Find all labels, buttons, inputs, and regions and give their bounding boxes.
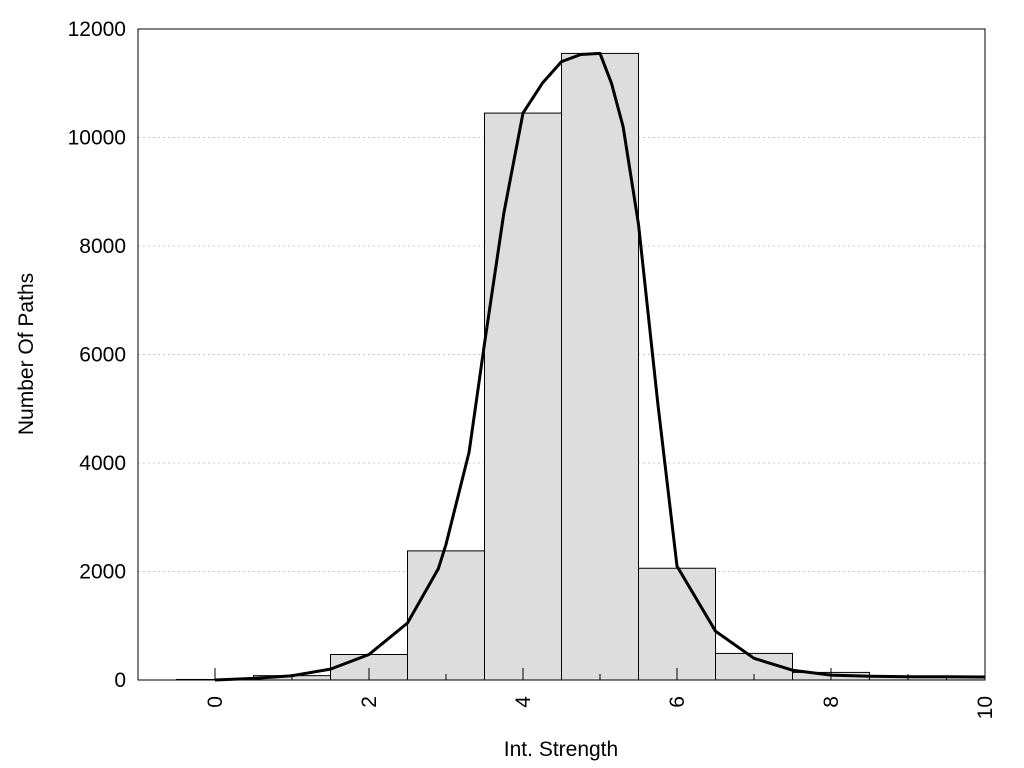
axis-ticks <box>137 668 986 680</box>
y-tick-label: 8000 <box>79 235 126 258</box>
density-curve <box>214 51 986 682</box>
y-tick-label: 0 <box>114 669 126 692</box>
x-tick-label: 2 <box>358 696 381 708</box>
x-axis-title: Int. Strength <box>504 738 618 761</box>
x-tick-labels: 0 2 4 6 8 10 <box>204 696 997 720</box>
y-tick-label: 12000 <box>68 18 126 41</box>
x-tick-label: 4 <box>512 696 535 708</box>
x-tick-label: 8 <box>820 696 843 708</box>
bar-3 <box>407 550 485 681</box>
bar-6 <box>638 567 716 681</box>
y-axis-title: Number Of Paths <box>15 273 38 435</box>
x-tick-label: 6 <box>666 696 689 708</box>
bar-4 <box>484 112 562 681</box>
grid-lines <box>138 137 985 572</box>
y-tick-label: 2000 <box>79 561 126 584</box>
y-tick-label: 4000 <box>79 452 126 475</box>
plot-frame <box>137 28 986 681</box>
y-tick-label: 10000 <box>68 127 126 150</box>
x-tick-label: 10 <box>974 696 997 719</box>
y-tick-labels: 0 2000 4000 6000 8000 10000 12000 <box>68 18 126 692</box>
bars <box>176 52 986 681</box>
bar-5 <box>561 52 639 681</box>
y-tick-label: 6000 <box>79 344 126 367</box>
x-tick-label: 0 <box>204 696 227 708</box>
